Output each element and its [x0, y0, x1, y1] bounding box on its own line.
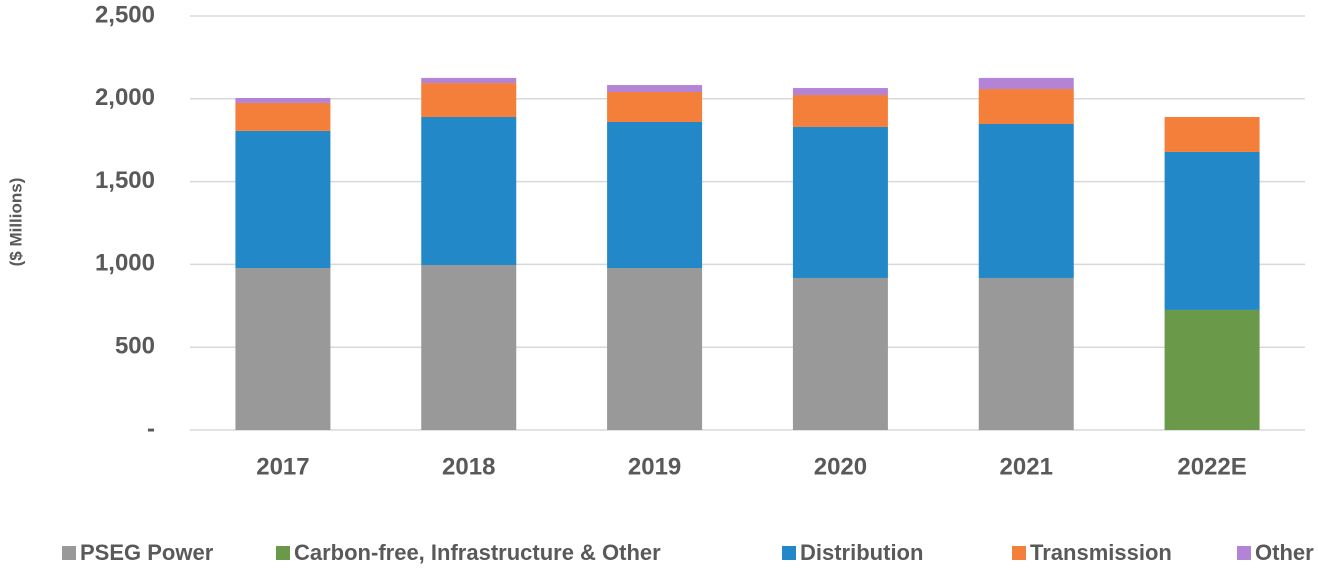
legend-label: Distribution — [800, 540, 923, 565]
bar-segment — [1164, 151, 1260, 310]
bar-segment — [792, 88, 888, 95]
bar-segment — [421, 83, 517, 118]
bar-segment — [421, 117, 517, 266]
bar-segment — [978, 77, 1074, 90]
bar-segment — [978, 277, 1074, 430]
legend-swatch — [62, 546, 76, 560]
bar-segment — [792, 277, 888, 430]
legend-label: PSEG Power — [80, 540, 214, 565]
bar-segment — [1164, 117, 1260, 152]
x-tick-label: 2019 — [628, 453, 681, 480]
x-tick-label: 2022E — [1177, 453, 1246, 480]
legend-swatch — [1012, 546, 1026, 560]
y-tick-label: 1,500 — [95, 167, 155, 194]
bar-segment — [978, 89, 1074, 124]
bar-segment — [235, 130, 331, 269]
legend-swatch — [276, 546, 290, 560]
bar-segment — [607, 85, 703, 93]
legend-label: Carbon-free, Infrastructure & Other — [294, 540, 661, 565]
y-tick-label: 2,500 — [95, 1, 155, 28]
x-tick-label: 2020 — [814, 453, 867, 480]
x-tick-label: 2021 — [1000, 453, 1053, 480]
x-tick-label: 2018 — [442, 453, 495, 480]
bar-segment — [235, 97, 331, 103]
bar-segment — [421, 77, 517, 84]
y-axis-label: ($ Millions) — [6, 178, 25, 267]
legend-label: Transmission — [1030, 540, 1172, 565]
bar-segment — [607, 121, 703, 269]
legend-label: Other — [1255, 540, 1314, 565]
bar-segment — [607, 268, 703, 430]
y-tick-label: 500 — [115, 333, 155, 360]
bar-segment — [607, 92, 703, 122]
y-tick-label: - — [147, 415, 155, 442]
bar-segment — [792, 126, 888, 278]
y-tick-label: 1,000 — [95, 250, 155, 277]
bar-segment — [235, 268, 331, 430]
bar-segment — [792, 94, 888, 127]
bar-segment — [235, 102, 331, 131]
x-tick-label: 2017 — [256, 453, 309, 480]
bar-segment — [1164, 309, 1260, 430]
bar-segment — [421, 265, 517, 430]
legend-swatch — [782, 546, 796, 560]
y-tick-label: 2,000 — [95, 84, 155, 111]
legend-swatch — [1237, 546, 1251, 560]
bar-segment — [978, 123, 1074, 278]
